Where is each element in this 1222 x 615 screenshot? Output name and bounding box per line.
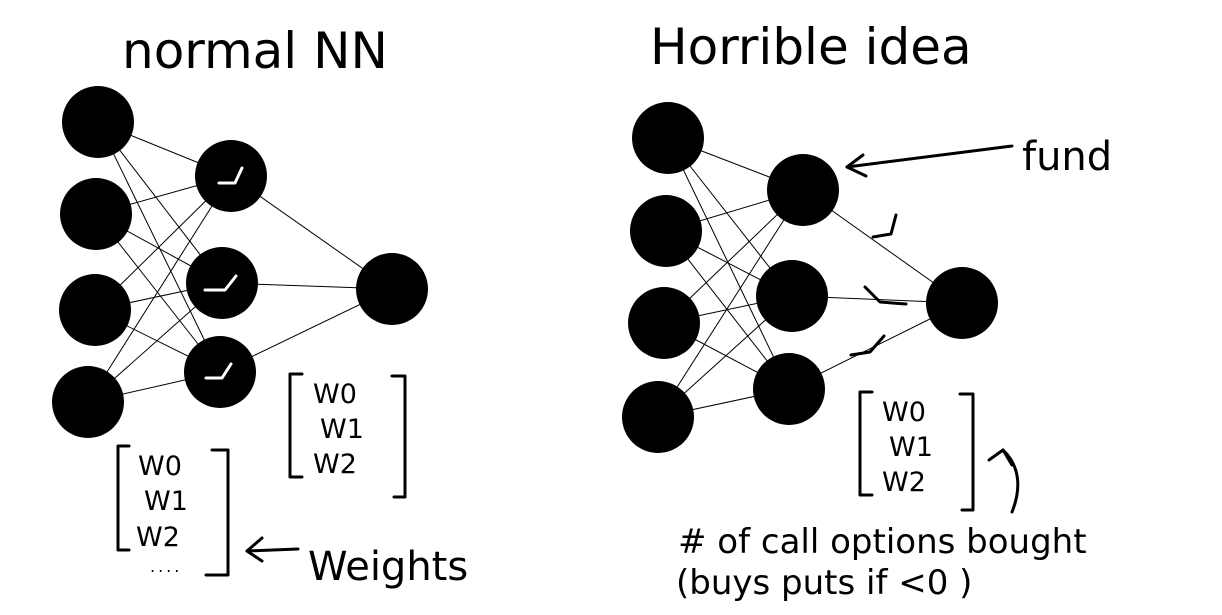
weight-w2: W2: [882, 467, 926, 498]
input-node: [59, 274, 131, 346]
arrow-left-icon: [845, 144, 1014, 169]
horrible-idea-diagram: Horrible idea: [622, 18, 1112, 603]
call-options-note: # of call options bought: [678, 522, 1087, 562]
hidden-node: [184, 336, 256, 408]
horrible-idea-title: Horrible idea: [650, 18, 972, 76]
fund-node: [767, 154, 839, 226]
arrowhead-icon: [845, 153, 868, 178]
left-bracket: [116, 444, 131, 552]
relu-icon: [849, 334, 886, 357]
weights-annotation: Weights: [245, 536, 468, 590]
weight-w2: W2: [313, 449, 357, 480]
more-weights-ellipsis: ....: [150, 557, 182, 576]
hidden-node: [186, 247, 258, 319]
hidden-weights-vector: W0 W1 W2: [288, 372, 407, 499]
weight-w2: W2: [136, 522, 180, 553]
input-node: [622, 381, 694, 453]
input-node: [628, 287, 700, 359]
edge: [87, 175, 232, 403]
relu-icon: [203, 274, 238, 292]
input-weights-vector: W0 W1 W2 ....: [116, 444, 230, 577]
fund-annotation: fund: [845, 134, 1112, 180]
input-node: [62, 86, 134, 158]
weight-w0: W0: [138, 451, 182, 482]
arrowhead-icon: [245, 536, 264, 563]
fund-weights-vector: W0 W1 W2: [858, 390, 975, 512]
relu-icon: [863, 285, 908, 306]
normal-nn-diagram: normal NN: [52, 22, 468, 590]
input-node: [632, 102, 704, 174]
curved-arrow-icon: [1001, 448, 1020, 514]
edge: [657, 189, 804, 418]
input-node: [52, 366, 124, 438]
input-node: [60, 178, 132, 250]
weight-w1: W1: [889, 432, 933, 463]
relu-icon: [204, 362, 233, 380]
puts-note: (buys puts if <0 ): [676, 563, 972, 603]
weights-label: Weights: [308, 544, 468, 590]
weight-w0: W0: [882, 397, 926, 428]
output-node: [926, 267, 998, 339]
input-node: [630, 195, 702, 267]
fund-label: fund: [1022, 134, 1112, 180]
weight-w1: W1: [320, 414, 364, 445]
fund-node: [753, 353, 825, 425]
weight-w0: W0: [313, 379, 357, 410]
hidden-node: [195, 140, 267, 212]
relu-icon: [217, 166, 244, 185]
right-bracket: [958, 392, 975, 512]
weight-w1: W1: [144, 486, 188, 517]
output-node: [356, 253, 428, 325]
left-bracket: [288, 372, 304, 479]
arrow-left-icon: [245, 547, 300, 553]
relu-icon: [871, 213, 898, 239]
right-bracket: [390, 374, 407, 499]
fund-node: [756, 260, 828, 332]
normal-nn-title: normal NN: [122, 22, 388, 80]
right-bracket: [204, 448, 230, 577]
left-bracket: [858, 390, 874, 497]
arrowhead-icon: [987, 448, 1014, 467]
